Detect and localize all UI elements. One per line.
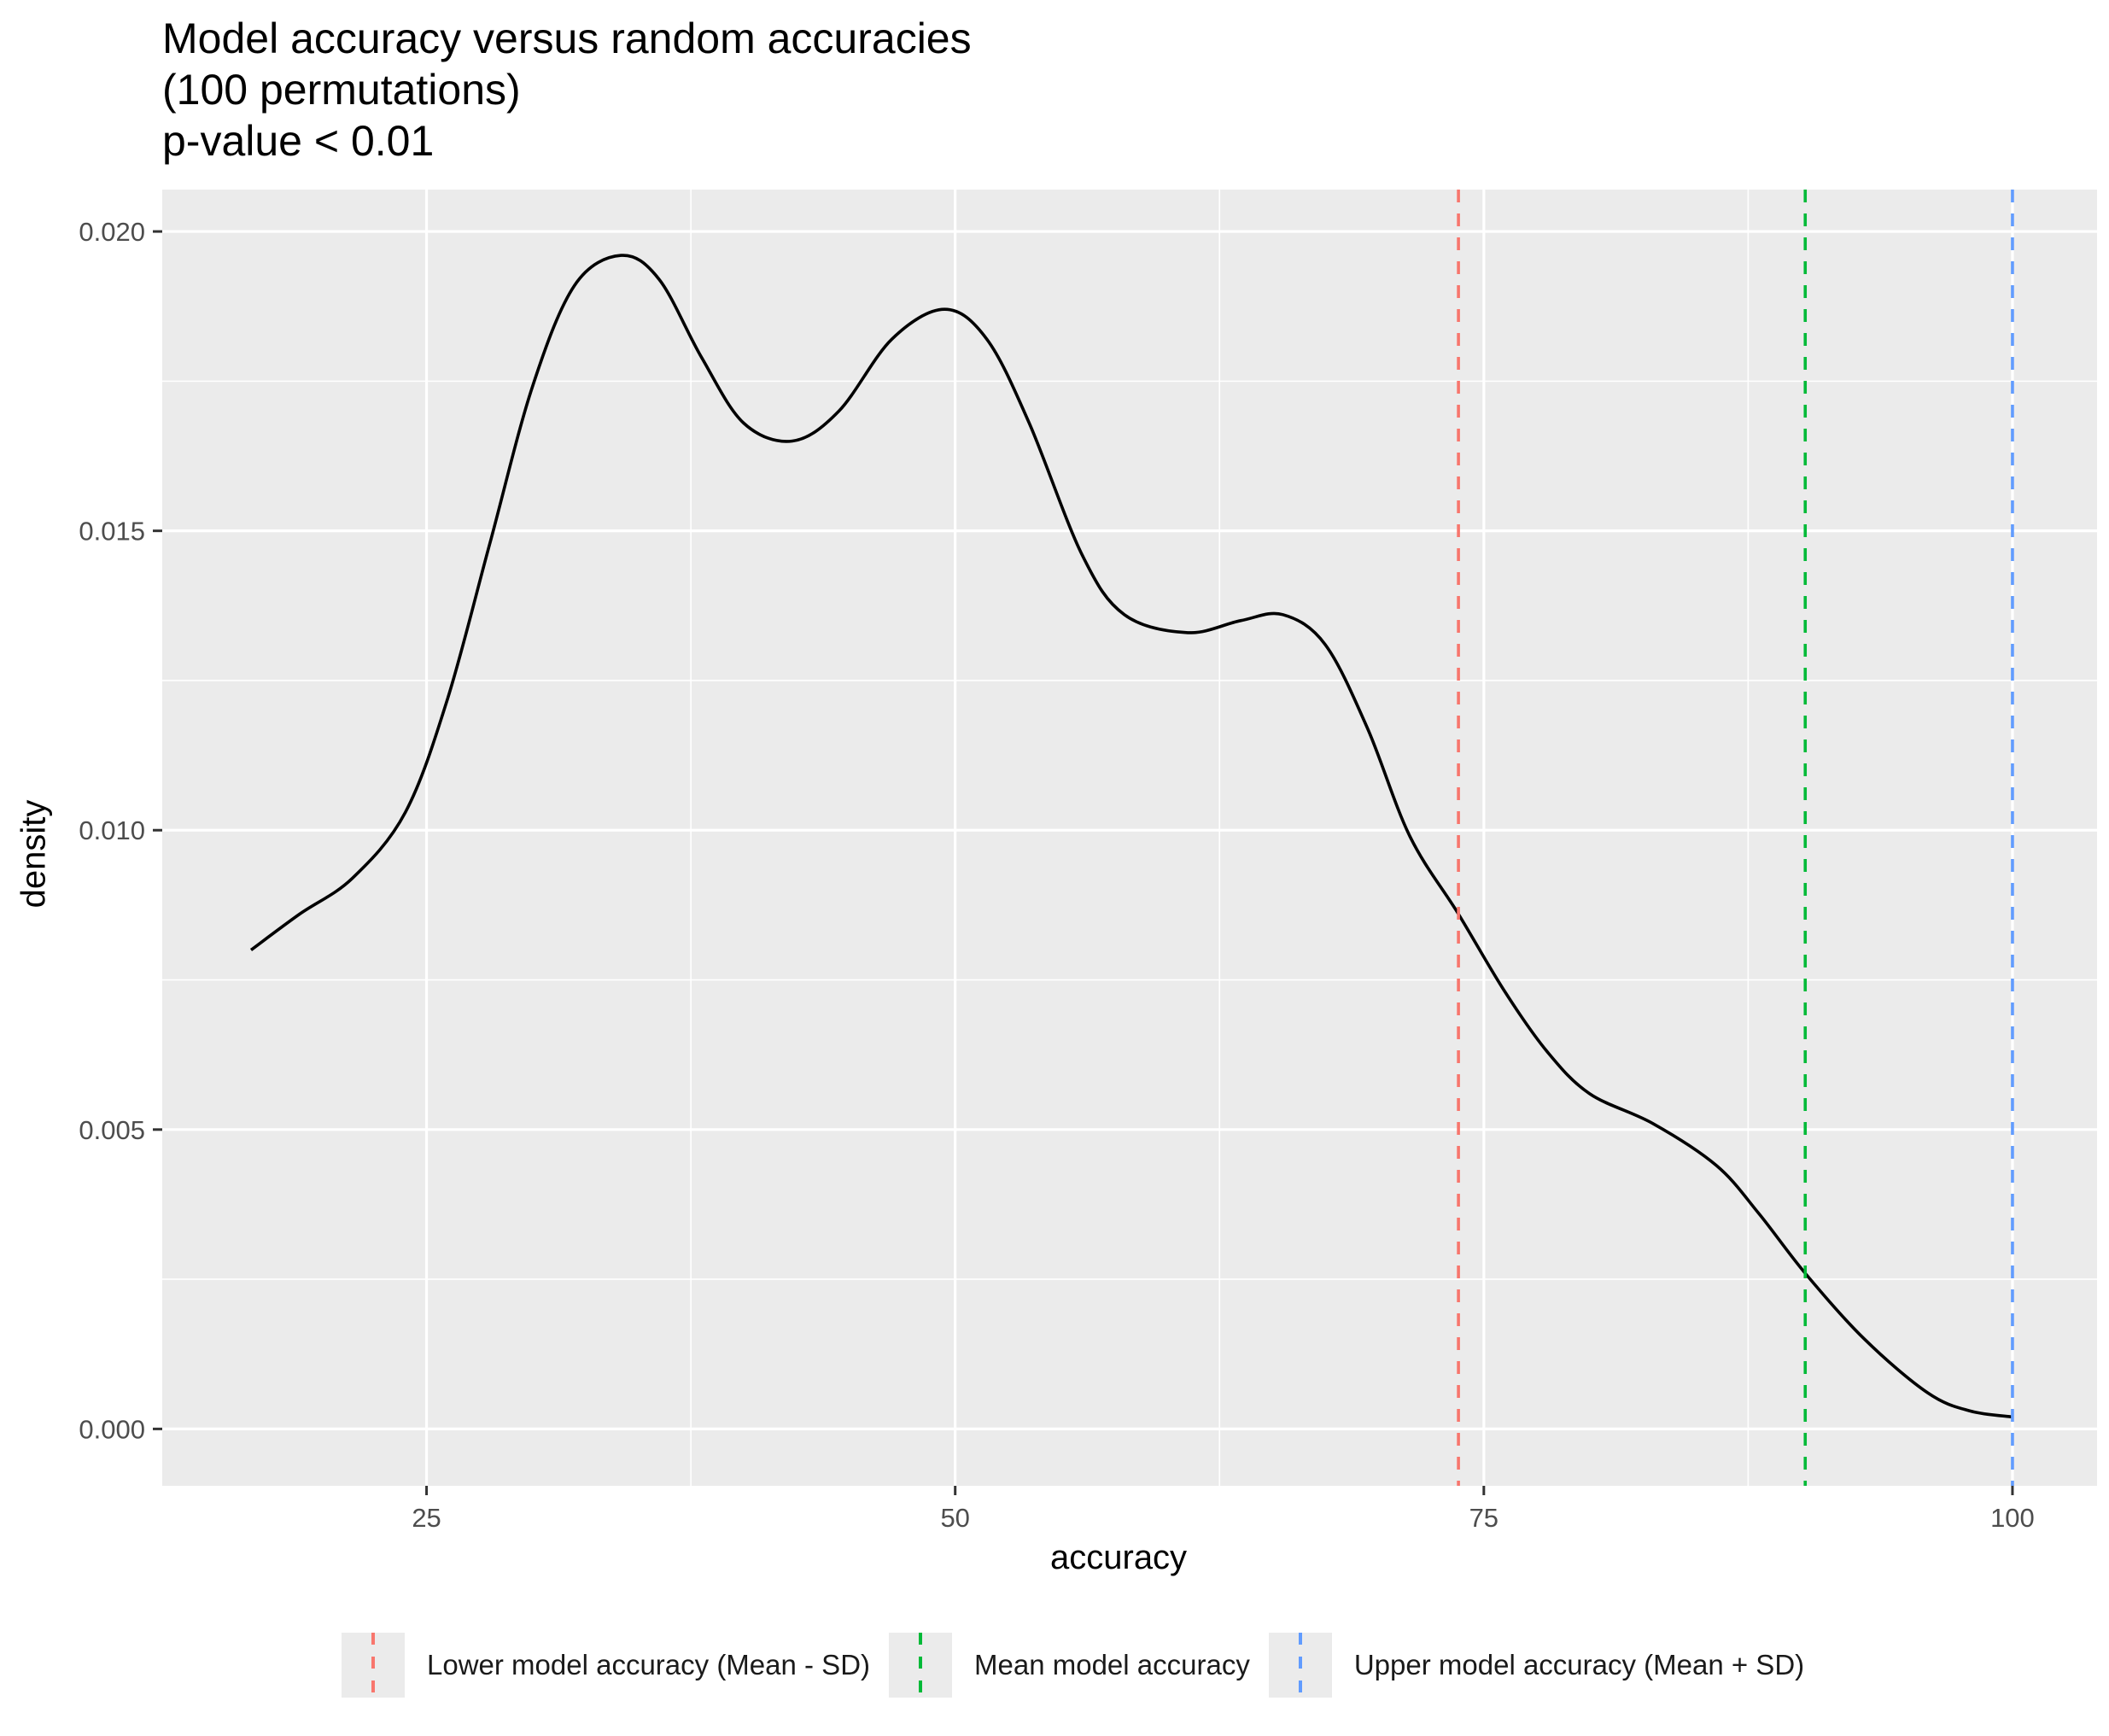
x-tick-label: 25	[412, 1503, 441, 1533]
x-tick-label: 50	[940, 1503, 969, 1533]
legend-item-mean: Mean model accuracy	[889, 1633, 1250, 1698]
chart-title-line-1: Model accuracy versus random accuracies	[162, 15, 972, 62]
legend-label-mean: Mean model accuracy	[974, 1649, 1250, 1680]
plot-panel	[162, 190, 2097, 1486]
y-tick-label: 0.015	[79, 517, 145, 547]
y-tick-label: 0.005	[79, 1115, 145, 1145]
legend-key-mean	[889, 1633, 953, 1698]
legend-label-lower: Lower model accuracy (Mean - SD)	[427, 1649, 871, 1680]
legend-label-upper: Upper model accuracy (Mean + SD)	[1353, 1649, 1805, 1680]
legend: Lower model accuracy (Mean - SD) Mean mo…	[342, 1633, 1823, 1698]
legend-key-upper	[1268, 1633, 1332, 1698]
density-curve	[249, 254, 2013, 1419]
legend-item-upper: Upper model accuracy (Mean + SD)	[1268, 1633, 1805, 1698]
legend-key-lower	[342, 1633, 405, 1698]
x-tick-label: 100	[1990, 1503, 2035, 1533]
density-chart: 25 50 75 100 0.000 0.005 0.010 0.015 0.020	[79, 190, 2097, 1533]
y-tick-label: 0.020	[79, 217, 145, 247]
legend-item-lower: Lower model accuracy (Mean - SD)	[342, 1633, 870, 1698]
chart-title-line-2: (100 permutations)	[162, 66, 521, 114]
x-axis-title: accuracy	[1050, 1539, 1188, 1576]
y-axis-title: density	[15, 799, 53, 909]
x-tick-label: 75	[1469, 1503, 1498, 1533]
y-tick-label: 0.010	[79, 815, 145, 845]
chart-title-line-3: p-value < 0.01	[162, 117, 435, 165]
y-tick-label: 0.000	[79, 1414, 145, 1444]
